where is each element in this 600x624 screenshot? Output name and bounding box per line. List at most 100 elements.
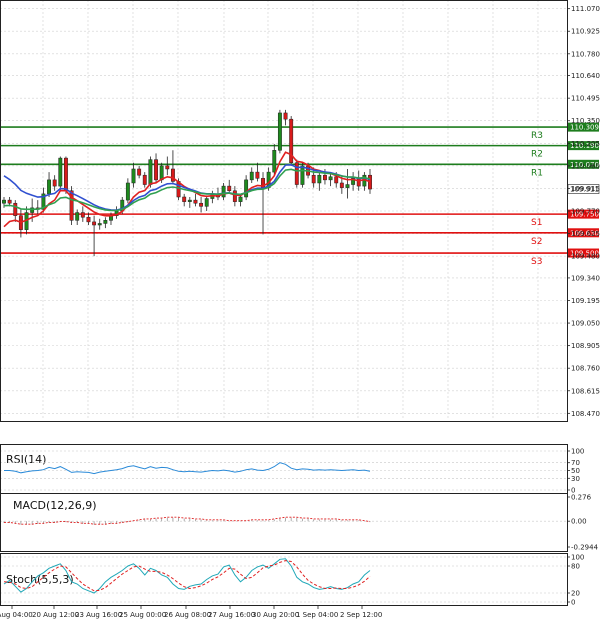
candle-body [142, 174, 147, 185]
time-tick-label: 1 Sep 04:00 [296, 611, 338, 619]
candle-body [289, 118, 294, 164]
candle-body [238, 196, 243, 202]
candle-body [80, 212, 85, 218]
candle-body [182, 196, 187, 202]
level-price-text-r3: 110.309 [570, 124, 599, 132]
indicator-tick-label: 0.00 [571, 518, 587, 526]
price-tick-label: 108.905 [571, 342, 600, 350]
candle-body [154, 159, 158, 181]
moving-averages [3, 151, 371, 228]
macd-label: MACD(12,26,9) [13, 499, 97, 512]
time-tick-label: 23 Aug 16:00 [75, 611, 122, 619]
candle-body [47, 179, 51, 195]
ma-line [3, 168, 371, 212]
level-price-tag-s3 [568, 248, 599, 258]
indicator-tick-label: 70 [571, 459, 580, 467]
price-tick-label: 110.205 [571, 140, 600, 148]
candle-body [339, 182, 344, 188]
candle-body [249, 171, 254, 181]
candle-body [317, 174, 322, 184]
level-name-s2: S2 [531, 237, 542, 247]
candle-body [187, 199, 192, 202]
level-price-tag-r2 [568, 141, 599, 151]
level-price-text-s2: 109.630 [570, 229, 599, 237]
price-tick-label: 110.495 [571, 95, 600, 103]
candle-body [86, 216, 91, 223]
price-panel: R3 110.309 R2 110.190 R1 110.070 S1 109.750 S2 10… [0, 0, 600, 420]
candle-body [283, 112, 288, 120]
candle-body [97, 223, 102, 226]
level-name-r2: R2 [531, 150, 543, 160]
level-price-text-s1: 109.750 [570, 211, 599, 219]
rsi-label: RSI(14) [6, 453, 46, 466]
candle-body [2, 199, 6, 204]
candle-body [75, 212, 80, 221]
time-tick-label: 2 Sep 12:00 [340, 611, 382, 619]
candle-body [311, 174, 316, 184]
time-tick-label: 25 Aug 00:00 [119, 611, 166, 619]
price-tick-label: 111.070 [571, 5, 600, 13]
candle-body [244, 179, 249, 198]
candle-body [204, 198, 209, 207]
candle-body [356, 178, 361, 187]
price-tick-label: 109.770 [571, 208, 600, 216]
panel-border-1 [0, 444, 568, 494]
candle-body [13, 202, 18, 216]
candle-body [323, 174, 327, 181]
time-tick-label: 20 Aug 12:00 [32, 611, 79, 619]
candle-body [63, 157, 68, 192]
level-price-tag-r3 [568, 122, 599, 132]
price-tick-label: 109.340 [571, 274, 600, 282]
candle-body [255, 171, 260, 179]
rsi-line [4, 462, 371, 475]
price-grid [0, 0, 567, 420]
level-name-r3: R3 [531, 131, 543, 141]
indicator-tick-label: 0 [571, 599, 575, 607]
indicator-tick-label: 50 [571, 467, 580, 475]
candle-body [328, 176, 333, 181]
price-tick-label: 109.050 [571, 320, 600, 328]
panel-frames [0, 0, 568, 606]
candle-body [137, 168, 142, 176]
level-price-text-r1: 110.070 [570, 161, 599, 169]
time-tick-label: g Aug 04:00 [0, 611, 33, 619]
candle-body [58, 157, 63, 187]
indicator-tick-label: -0.2944 [571, 544, 599, 552]
candle-body [345, 184, 350, 188]
panel-border-0 [0, 0, 568, 422]
candle-body [294, 162, 299, 185]
candle-body [30, 207, 35, 213]
stoch-k-line [3, 558, 371, 594]
indicator-tick-label: 100 [571, 448, 584, 456]
price-tick-label: 110.350 [571, 117, 600, 125]
price-tick-label: 108.470 [571, 410, 600, 418]
candle-body [368, 174, 372, 190]
price-axis: 111.070 110.925 110.780 110.640 110.495 110.3… [567, 5, 600, 418]
macd-panel: MACD(12,26,9) 0.276 0.00 -0.2944 [0, 494, 599, 552]
candle-body [7, 199, 12, 204]
level-price-tag-s1 [568, 209, 599, 219]
support-resistance-labels: R3 110.309 R2 110.190 R1 110.070 S1 109.750 S2 10… [531, 122, 600, 267]
panel-border-2 [0, 493, 568, 552]
price-tick-label: 110.060 [571, 162, 600, 170]
candle-body [41, 193, 46, 210]
panel-gap [0, 422, 567, 443]
candle-body [103, 220, 108, 224]
indicator-tick-label: 0 [571, 487, 575, 495]
indicator-tick-label: 80 [571, 563, 580, 571]
ma-line [3, 163, 371, 211]
indicator-tick-label: 30 [571, 475, 580, 483]
candle-body [131, 168, 136, 184]
price-tick-label: 110.780 [571, 50, 600, 58]
stoch-label: Stoch(5,5,3) [6, 573, 74, 586]
level-name-r1: R1 [531, 168, 543, 178]
time-tick-label: 26 Aug 08:00 [164, 611, 211, 619]
candle-body [193, 199, 198, 204]
candle-body [227, 185, 232, 192]
level-price-text-s3: 109.500 [570, 250, 599, 258]
macd-signal-line [4, 516, 371, 525]
candle-body [272, 150, 277, 173]
level-price-tag-r1 [568, 159, 599, 169]
